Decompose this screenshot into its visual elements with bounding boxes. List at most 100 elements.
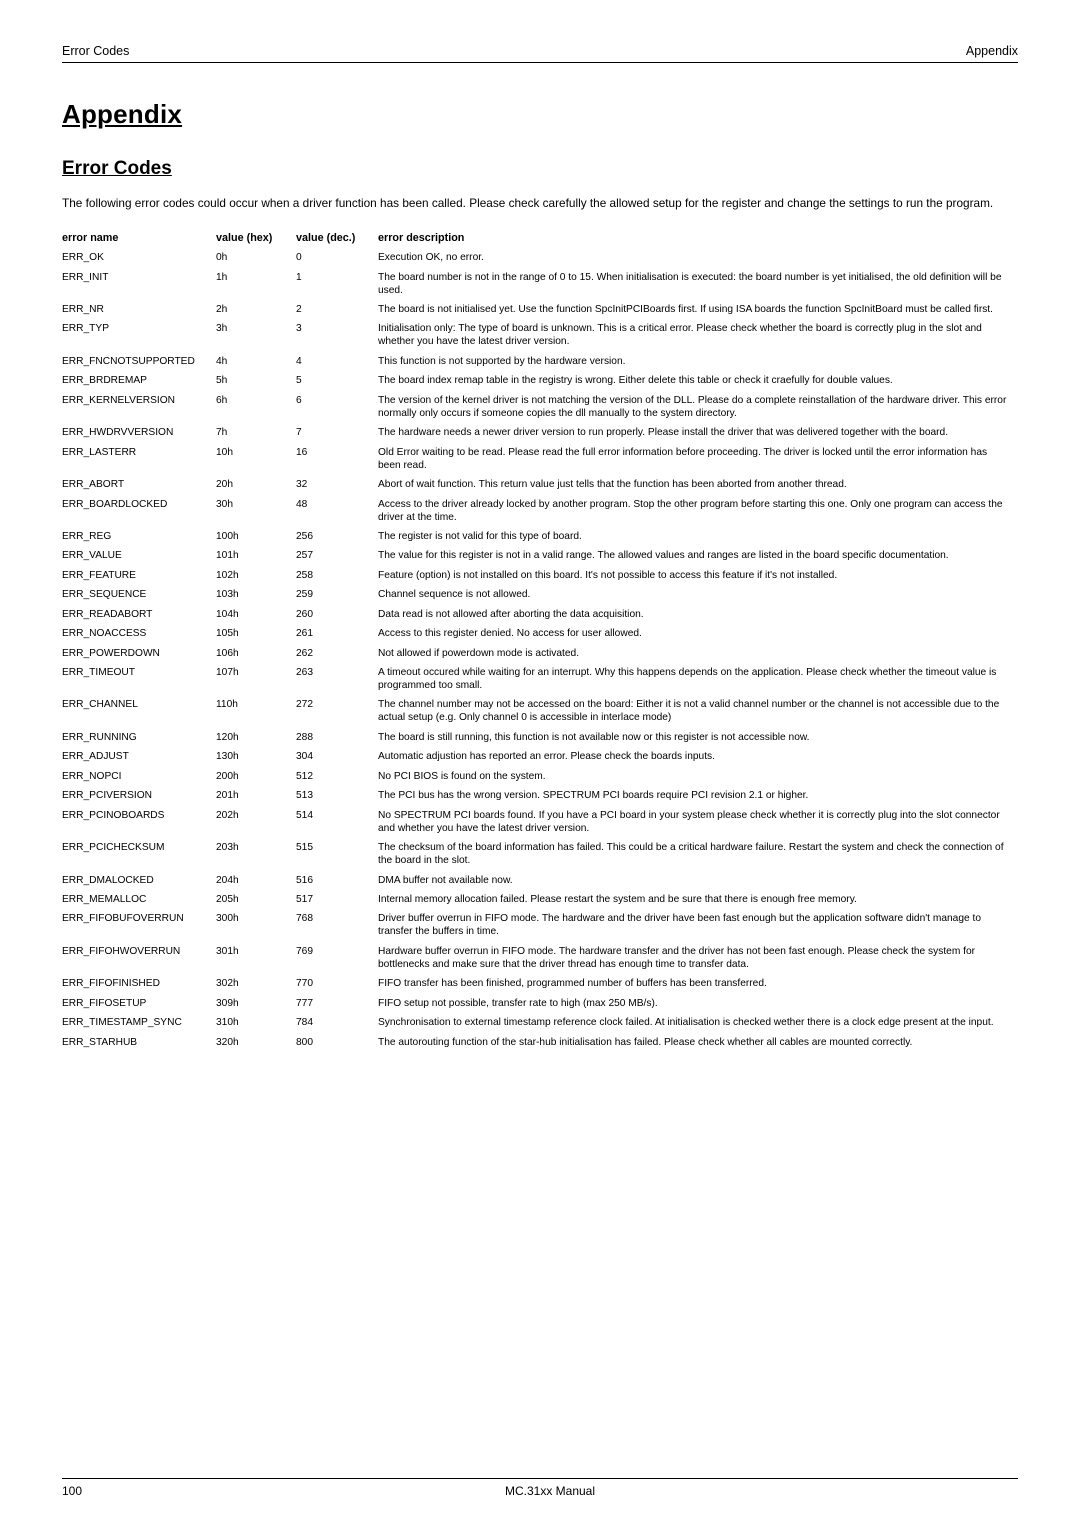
cell-name: ERR_FIFOBUFOVERRUN (62, 909, 216, 941)
cell-desc: FIFO transfer has been finished, program… (378, 974, 1018, 993)
cell-dec: 263 (296, 663, 378, 695)
cell-dec: 259 (296, 585, 378, 604)
cell-hex: 103h (216, 585, 296, 604)
cell-hex: 107h (216, 663, 296, 695)
cell-dec: 262 (296, 643, 378, 662)
col-name: error name (62, 230, 216, 248)
cell-hex: 300h (216, 909, 296, 941)
error-codes-table: error name value (hex) value (dec.) erro… (62, 230, 1018, 1052)
cell-dec: 256 (296, 527, 378, 546)
cell-name: ERR_NOACCESS (62, 624, 216, 643)
table-row: ERR_BOARDLOCKED30h48Access to the driver… (62, 494, 1018, 526)
cell-desc: The board is still running, this functio… (378, 728, 1018, 747)
cell-dec: 7 (296, 423, 378, 442)
table-row: ERR_RUNNING120h288The board is still run… (62, 728, 1018, 747)
table-row: ERR_INIT1h1The board number is not in th… (62, 267, 1018, 299)
cell-name: ERR_FIFOSETUP (62, 994, 216, 1013)
table-row: ERR_ADJUST130h304Automatic adjustion has… (62, 747, 1018, 766)
cell-desc: The board is not initialised yet. Use th… (378, 300, 1018, 319)
cell-desc: Channel sequence is not allowed. (378, 585, 1018, 604)
table-row: ERR_FIFOSETUP309h777FIFO setup not possi… (62, 994, 1018, 1013)
cell-desc: Initialisation only: The type of board i… (378, 319, 1018, 351)
page: Error Codes Appendix Appendix Error Code… (0, 0, 1080, 1528)
cell-desc: The autorouting function of the star-hub… (378, 1032, 1018, 1051)
running-head-right: Appendix (966, 44, 1018, 58)
cell-name: ERR_STARHUB (62, 1032, 216, 1051)
running-head-rule (62, 62, 1018, 63)
table-row: ERR_NOPCI200h512No PCI BIOS is found on … (62, 767, 1018, 786)
table-row: ERR_TIMEOUT107h263A timeout occured whil… (62, 663, 1018, 695)
cell-dec: 0 (296, 248, 378, 267)
cell-hex: 205h (216, 890, 296, 909)
cell-hex: 105h (216, 624, 296, 643)
cell-dec: 517 (296, 890, 378, 909)
cell-dec: 777 (296, 994, 378, 1013)
cell-dec: 514 (296, 805, 378, 837)
cell-name: ERR_TIMESTAMP_SYNC (62, 1013, 216, 1032)
cell-name: ERR_REG (62, 527, 216, 546)
cell-hex: 0h (216, 248, 296, 267)
cell-desc: The version of the kernel driver is not … (378, 391, 1018, 423)
cell-name: ERR_KERNELVERSION (62, 391, 216, 423)
table-row: ERR_PCICHECKSUM203h515The checksum of th… (62, 838, 1018, 870)
cell-desc: DMA buffer not available now. (378, 870, 1018, 889)
cell-dec: 16 (296, 442, 378, 474)
cell-dec: 1 (296, 267, 378, 299)
cell-name: ERR_TYP (62, 319, 216, 351)
cell-name: ERR_FNCNOTSUPPORTED (62, 352, 216, 371)
table-row: ERR_FIFOBUFOVERRUN300h768Driver buffer o… (62, 909, 1018, 941)
cell-desc: The hardware needs a newer driver versio… (378, 423, 1018, 442)
cell-desc: Automatic adjustion has reported an erro… (378, 747, 1018, 766)
cell-name: ERR_INIT (62, 267, 216, 299)
cell-dec: 769 (296, 942, 378, 974)
table-row: ERR_REG100h256The register is not valid … (62, 527, 1018, 546)
cell-dec: 258 (296, 566, 378, 585)
table-row: ERR_LASTERR10h16Old Error waiting to be … (62, 442, 1018, 474)
cell-hex: 320h (216, 1032, 296, 1051)
cell-dec: 515 (296, 838, 378, 870)
intro-paragraph: The following error codes could occur wh… (62, 196, 1017, 212)
cell-hex: 100h (216, 527, 296, 546)
cell-desc: Old Error waiting to be read. Please rea… (378, 442, 1018, 474)
cell-dec: 800 (296, 1032, 378, 1051)
table-row: ERR_FEATURE102h258Feature (option) is no… (62, 566, 1018, 585)
table-row: ERR_SEQUENCE103h259Channel sequence is n… (62, 585, 1018, 604)
cell-name: ERR_PCICHECKSUM (62, 838, 216, 870)
col-dec: value (dec.) (296, 230, 378, 248)
cell-hex: 10h (216, 442, 296, 474)
cell-hex: 7h (216, 423, 296, 442)
cell-name: ERR_FIFOHWOVERRUN (62, 942, 216, 974)
running-head: Error Codes Appendix (62, 44, 1018, 58)
cell-name: ERR_VALUE (62, 546, 216, 565)
cell-name: ERR_OK (62, 248, 216, 267)
cell-desc: Access to the driver already locked by a… (378, 494, 1018, 526)
cell-dec: 261 (296, 624, 378, 643)
cell-dec: 768 (296, 909, 378, 941)
cell-name: ERR_LASTERR (62, 442, 216, 474)
cell-dec: 304 (296, 747, 378, 766)
cell-dec: 512 (296, 767, 378, 786)
cell-desc: The checksum of the board information ha… (378, 838, 1018, 870)
cell-hex: 203h (216, 838, 296, 870)
cell-hex: 104h (216, 604, 296, 623)
cell-desc: Not allowed if powerdown mode is activat… (378, 643, 1018, 662)
cell-name: ERR_DMALOCKED (62, 870, 216, 889)
cell-dec: 513 (296, 786, 378, 805)
cell-name: ERR_ADJUST (62, 747, 216, 766)
running-head-left: Error Codes (62, 44, 129, 58)
table-row: ERR_POWERDOWN106h262Not allowed if power… (62, 643, 1018, 662)
table-row: ERR_PCINOBOARDS202h514No SPECTRUM PCI bo… (62, 805, 1018, 837)
cell-hex: 20h (216, 475, 296, 494)
cell-name: ERR_NOPCI (62, 767, 216, 786)
cell-desc: Access to this register denied. No acces… (378, 624, 1018, 643)
cell-name: ERR_SEQUENCE (62, 585, 216, 604)
cell-name: ERR_FIFOFINISHED (62, 974, 216, 993)
cell-desc: A timeout occured while waiting for an i… (378, 663, 1018, 695)
cell-name: ERR_BOARDLOCKED (62, 494, 216, 526)
cell-dec: 32 (296, 475, 378, 494)
cell-desc: The register is not valid for this type … (378, 527, 1018, 546)
cell-dec: 770 (296, 974, 378, 993)
table-row: ERR_VALUE101h257The value for this regis… (62, 546, 1018, 565)
table-row: ERR_NR2h2The board is not initialised ye… (62, 300, 1018, 319)
table-row: ERR_TYP3h3Initialisation only: The type … (62, 319, 1018, 351)
